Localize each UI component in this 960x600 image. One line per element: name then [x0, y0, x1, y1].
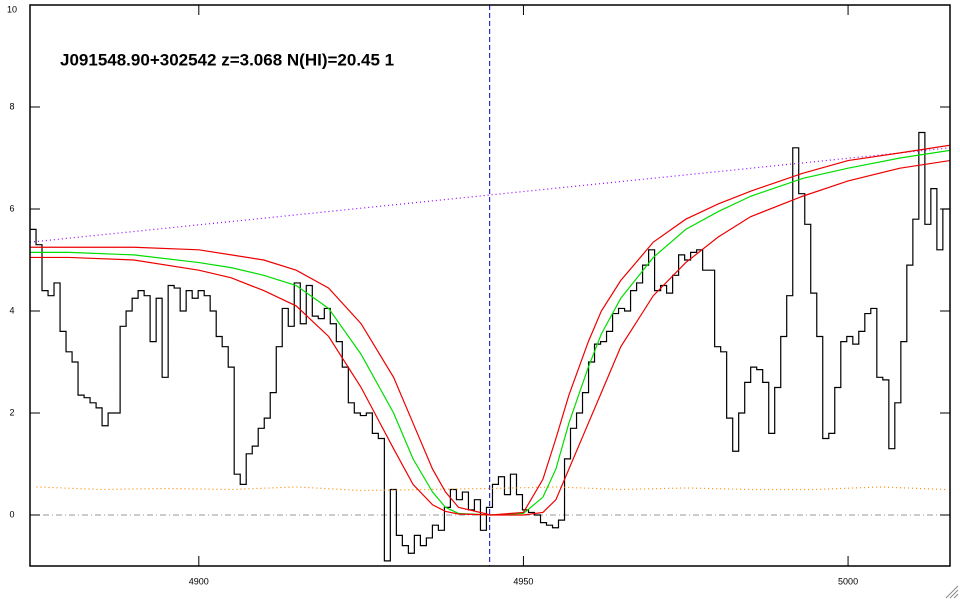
y-tick-label: 10	[7, 4, 17, 14]
plot-area	[30, 5, 950, 566]
frame	[29, 4, 951, 567]
y-tick-label: 8	[9, 101, 14, 111]
resize-grip	[945, 585, 959, 599]
y-tick-label: 0	[9, 509, 14, 519]
model-line	[30, 159, 950, 516]
x-tick-label: 4900	[189, 576, 209, 586]
y-tick-label: 4	[9, 305, 14, 315]
annotation: J091548.90+302542 z=3.068 N(HI)=20.45 1	[60, 50, 394, 69]
x-tick-label: 5000	[838, 576, 858, 586]
y-tick-label: 6	[9, 203, 14, 213]
y-tick-label: 2	[9, 407, 14, 417]
model-line	[30, 144, 950, 516]
x-tick-label: 4950	[513, 576, 533, 586]
